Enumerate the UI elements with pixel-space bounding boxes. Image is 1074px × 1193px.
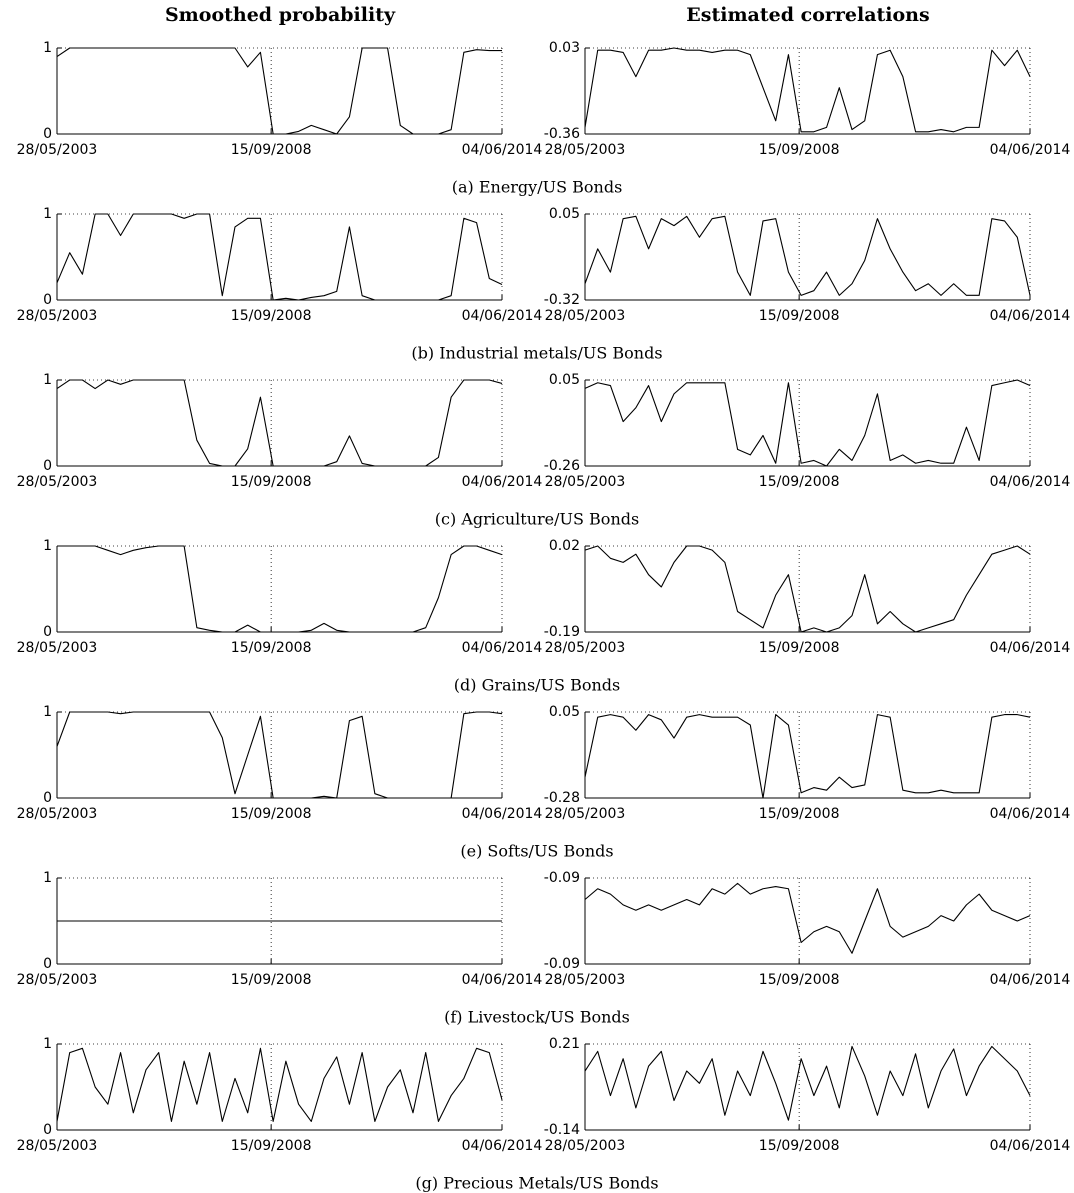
x-tick-label: 04/06/2014 (990, 308, 1071, 324)
data-line (584, 47, 1031, 133)
data-line (56, 711, 503, 799)
data-line (584, 379, 1031, 467)
y-tick-label: 1 (43, 704, 52, 720)
x-tick-label: 15/09/2008 (759, 308, 840, 324)
x-tick-label: 15/09/2008 (231, 308, 312, 324)
x-tick-label: 28/05/2003 (545, 1138, 626, 1154)
x-tick-label: 15/09/2008 (231, 972, 312, 988)
x-tick-label: 28/05/2003 (545, 640, 626, 656)
y-tick-label: 0 (43, 1122, 52, 1138)
y-tick-label: -0.32 (544, 292, 580, 308)
x-tick-label: 28/05/2003 (17, 142, 98, 158)
x-tick-label: 28/05/2003 (545, 474, 626, 490)
x-tick-label: 15/09/2008 (759, 1138, 840, 1154)
x-tick-label: 04/06/2014 (990, 142, 1071, 158)
data-line (584, 714, 1031, 799)
y-tick-label: -0.09 (544, 956, 580, 972)
y-tick-label: 1 (43, 40, 52, 56)
x-tick-label: 04/06/2014 (462, 308, 543, 324)
column-title: Smoothed probability (165, 4, 396, 26)
panel-caption: (d) Grains/US Bonds (454, 676, 620, 695)
x-tick-label: 04/06/2014 (990, 474, 1071, 490)
x-tick-label: 15/09/2008 (231, 806, 312, 822)
panel-caption: (g) Precious Metals/US Bonds (415, 1174, 658, 1193)
y-tick-label: 1 (43, 538, 52, 554)
data-line (584, 215, 1031, 296)
y-tick-label: 0.02 (549, 538, 580, 554)
x-tick-label: 04/06/2014 (462, 806, 543, 822)
x-tick-label: 15/09/2008 (759, 474, 840, 490)
x-tick-label: 04/06/2014 (990, 972, 1071, 988)
x-tick-label: 28/05/2003 (545, 806, 626, 822)
x-tick-label: 15/09/2008 (231, 474, 312, 490)
x-tick-label: 15/09/2008 (231, 1138, 312, 1154)
x-tick-label: 15/09/2008 (759, 640, 840, 656)
x-tick-label: 28/05/2003 (545, 972, 626, 988)
x-tick-label: 28/05/2003 (17, 640, 98, 656)
x-tick-label: 28/05/2003 (545, 308, 626, 324)
y-tick-label: -0.19 (544, 624, 580, 640)
y-tick-label: 0 (43, 292, 52, 308)
y-tick-label: 1 (43, 1036, 52, 1052)
x-tick-label: 04/06/2014 (462, 972, 543, 988)
data-line (56, 379, 503, 467)
y-tick-label: 0 (43, 458, 52, 474)
x-tick-label: 28/05/2003 (545, 142, 626, 158)
panel-caption: (e) Softs/US Bonds (460, 842, 613, 861)
x-tick-label: 28/05/2003 (17, 1138, 98, 1154)
y-tick-label: -0.26 (544, 458, 580, 474)
x-tick-label: 28/05/2003 (17, 474, 98, 490)
data-line (57, 545, 503, 633)
y-tick-label: -0.14 (544, 1122, 580, 1138)
y-tick-label: 0 (43, 624, 52, 640)
y-tick-label: 0 (43, 126, 52, 142)
data-line (584, 882, 1031, 954)
y-tick-label: 0 (43, 790, 52, 806)
y-tick-label: 1 (43, 206, 52, 222)
x-tick-label: 28/05/2003 (17, 308, 98, 324)
data-line (584, 1045, 1031, 1121)
y-tick-label: 0 (43, 956, 52, 972)
y-tick-label: 0.03 (549, 40, 580, 56)
x-tick-label: 04/06/2014 (462, 474, 543, 490)
panel-caption: (b) Industrial metals/US Bonds (411, 344, 662, 363)
panel-caption: (c) Agriculture/US Bonds (435, 510, 639, 529)
y-tick-label: -0.09 (544, 870, 580, 886)
data-line (56, 213, 503, 301)
y-tick-label: 0.05 (549, 704, 580, 720)
x-tick-label: 15/09/2008 (759, 806, 840, 822)
x-tick-label: 04/06/2014 (462, 1138, 543, 1154)
y-tick-label: -0.28 (544, 790, 580, 806)
y-tick-label: 0.05 (549, 372, 580, 388)
y-tick-label: -0.36 (544, 126, 580, 142)
x-tick-label: 15/09/2008 (231, 640, 312, 656)
x-tick-label: 15/09/2008 (759, 972, 840, 988)
x-tick-label: 04/06/2014 (462, 142, 543, 158)
panel-caption: (a) Energy/US Bonds (452, 178, 623, 197)
y-tick-label: 0.05 (549, 206, 580, 222)
data-line (56, 1047, 503, 1122)
x-tick-label: 15/09/2008 (231, 142, 312, 158)
x-tick-label: 15/09/2008 (759, 142, 840, 158)
y-tick-label: 1 (43, 372, 52, 388)
data-line (584, 545, 1031, 633)
x-tick-label: 04/06/2014 (990, 806, 1071, 822)
data-line (56, 47, 502, 135)
x-tick-label: 28/05/2003 (17, 972, 98, 988)
x-tick-label: 04/06/2014 (990, 640, 1071, 656)
x-tick-label: 04/06/2014 (990, 1138, 1071, 1154)
y-tick-label: 0.21 (549, 1036, 580, 1052)
y-tick-label: 1 (43, 870, 52, 886)
x-tick-label: 04/06/2014 (462, 640, 543, 656)
panel-caption: (f) Livestock/US Bonds (444, 1008, 630, 1027)
x-tick-label: 28/05/2003 (17, 806, 98, 822)
column-title: Estimated correlations (686, 4, 929, 26)
